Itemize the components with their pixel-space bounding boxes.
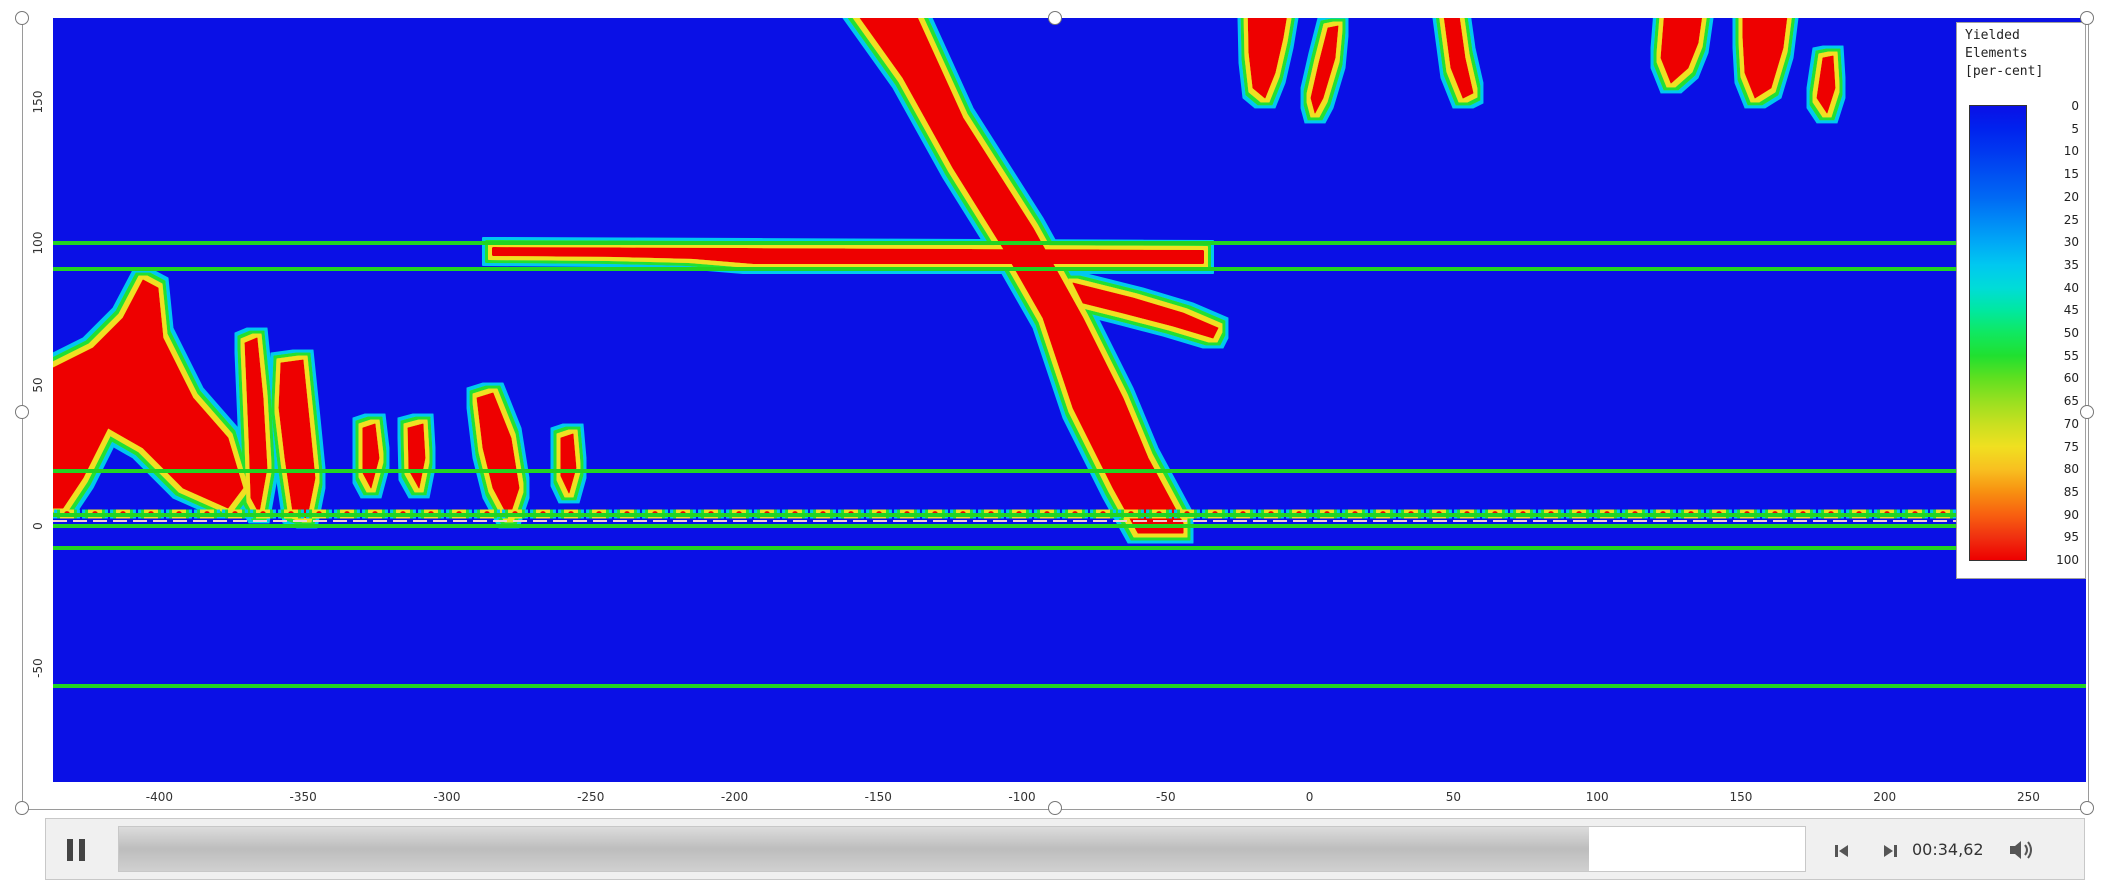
progress-fill bbox=[119, 827, 1590, 871]
legend-value: 75 bbox=[2063, 439, 2079, 454]
pause-icon bbox=[67, 839, 73, 861]
y-tick-label: 50 bbox=[31, 377, 45, 393]
x-tick-label: 250 bbox=[2017, 790, 2040, 804]
resize-handle-bottom-right[interactable] bbox=[2080, 801, 2094, 815]
legend-value: 5 bbox=[2071, 121, 2079, 136]
legend-value: 60 bbox=[2063, 371, 2079, 386]
left-plume bbox=[53, 279, 244, 509]
resize-handle-middle-left[interactable] bbox=[15, 405, 29, 419]
x-tick-label: -150 bbox=[864, 790, 892, 804]
legend-value: 45 bbox=[2063, 303, 2079, 318]
step-forward-icon bbox=[1884, 845, 1897, 857]
top-plume-5 bbox=[1742, 18, 1788, 99]
x-tick-label: 100 bbox=[1585, 790, 1609, 804]
x-tick-label: 150 bbox=[1729, 790, 1753, 804]
step-forward-button[interactable] bbox=[1876, 837, 1904, 865]
legend-value: 80 bbox=[2063, 462, 2079, 477]
x-tick-label: 0 bbox=[1305, 790, 1314, 804]
legend-value: 30 bbox=[2063, 235, 2079, 250]
y-tick-label: -50 bbox=[31, 658, 45, 678]
yield-contour-plot bbox=[53, 18, 2086, 782]
x-tick-label: -50 bbox=[1156, 790, 1176, 804]
resize-handle-top-center[interactable] bbox=[1048, 11, 1062, 25]
media-controls: 00:34,62 bbox=[45, 818, 2085, 880]
y-tick-label: 150 bbox=[31, 90, 45, 114]
top-plume-6 bbox=[1816, 55, 1836, 114]
x-tick-label: 200 bbox=[1873, 790, 1897, 804]
top-plume-2 bbox=[1310, 25, 1339, 114]
legend-value: 65 bbox=[2063, 394, 2079, 409]
volume-button[interactable] bbox=[2006, 836, 2036, 864]
legend-value: 85 bbox=[2063, 484, 2079, 499]
resize-handle-bottom-center[interactable] bbox=[1048, 801, 1062, 815]
yielded-layer bbox=[492, 247, 1204, 264]
plot-background bbox=[53, 18, 2086, 782]
y-tick-label: 100 bbox=[31, 231, 45, 255]
resize-handle-middle-right[interactable] bbox=[2080, 405, 2094, 419]
legend-value: 15 bbox=[2063, 167, 2079, 182]
shear-band-branch bbox=[1072, 282, 1219, 339]
finger-5 bbox=[476, 392, 520, 519]
x-axis: -400 -350 -300 -250 -200 -150 -100 -50 0 50 100 150… bbox=[53, 782, 2086, 808]
legend-value: 70 bbox=[2063, 416, 2079, 431]
legend-value: 40 bbox=[2063, 280, 2079, 295]
progress-bar[interactable] bbox=[118, 826, 1806, 872]
x-tick-label: -350 bbox=[289, 790, 317, 804]
legend-value: 50 bbox=[2063, 326, 2079, 340]
x-tick-label: -250 bbox=[577, 790, 605, 804]
legend-value: 35 bbox=[2063, 257, 2079, 272]
legend: Yielded Elements [per-cent] 0 5 10 15 20 25 30… bbox=[1956, 22, 2086, 579]
finger-2 bbox=[278, 359, 316, 519]
top-plume-1 bbox=[1247, 18, 1287, 99]
x-tick-label: -400 bbox=[145, 790, 173, 804]
shear-band-main bbox=[859, 18, 1184, 534]
resize-handle-top-left[interactable] bbox=[15, 11, 29, 25]
legend-value: 55 bbox=[2063, 348, 2079, 363]
time-display: 00:34,62 bbox=[1912, 840, 1984, 859]
top-plume-3 bbox=[1443, 18, 1474, 99]
legend-value: 0 bbox=[2071, 99, 2079, 113]
legend-value: 10 bbox=[2063, 144, 2079, 159]
legend-color-bar bbox=[1969, 105, 2027, 561]
legend-value: 25 bbox=[2063, 212, 2079, 227]
resize-handle-top-right[interactable] bbox=[2080, 11, 2094, 25]
resize-handle-bottom-left[interactable] bbox=[15, 801, 29, 815]
step-back-button[interactable] bbox=[1828, 837, 1856, 865]
legend-value: 20 bbox=[2063, 189, 2079, 204]
x-tick-label: 50 bbox=[1445, 790, 1462, 804]
step-back-icon bbox=[1835, 845, 1848, 857]
horizon-lines bbox=[53, 241, 2086, 688]
legend-value: 90 bbox=[2063, 507, 2079, 522]
x-tick-label: -200 bbox=[720, 790, 749, 804]
pause-icon-bar bbox=[79, 839, 85, 861]
legend-value: 95 bbox=[2063, 530, 2079, 545]
y-tick-label: 0 bbox=[31, 522, 45, 531]
x-tick-label: -300 bbox=[433, 790, 461, 804]
x-tick-label: -100 bbox=[1008, 790, 1036, 804]
legend-value: 100 bbox=[2056, 553, 2079, 567]
y-axis: 150 100 50 0 -50 bbox=[23, 18, 54, 782]
volume-icon bbox=[2010, 841, 2032, 859]
legend-title: Yielded Elements [per-cent] bbox=[1965, 28, 2044, 79]
top-plume-4 bbox=[1660, 18, 1703, 84]
pause-button[interactable] bbox=[60, 834, 92, 866]
